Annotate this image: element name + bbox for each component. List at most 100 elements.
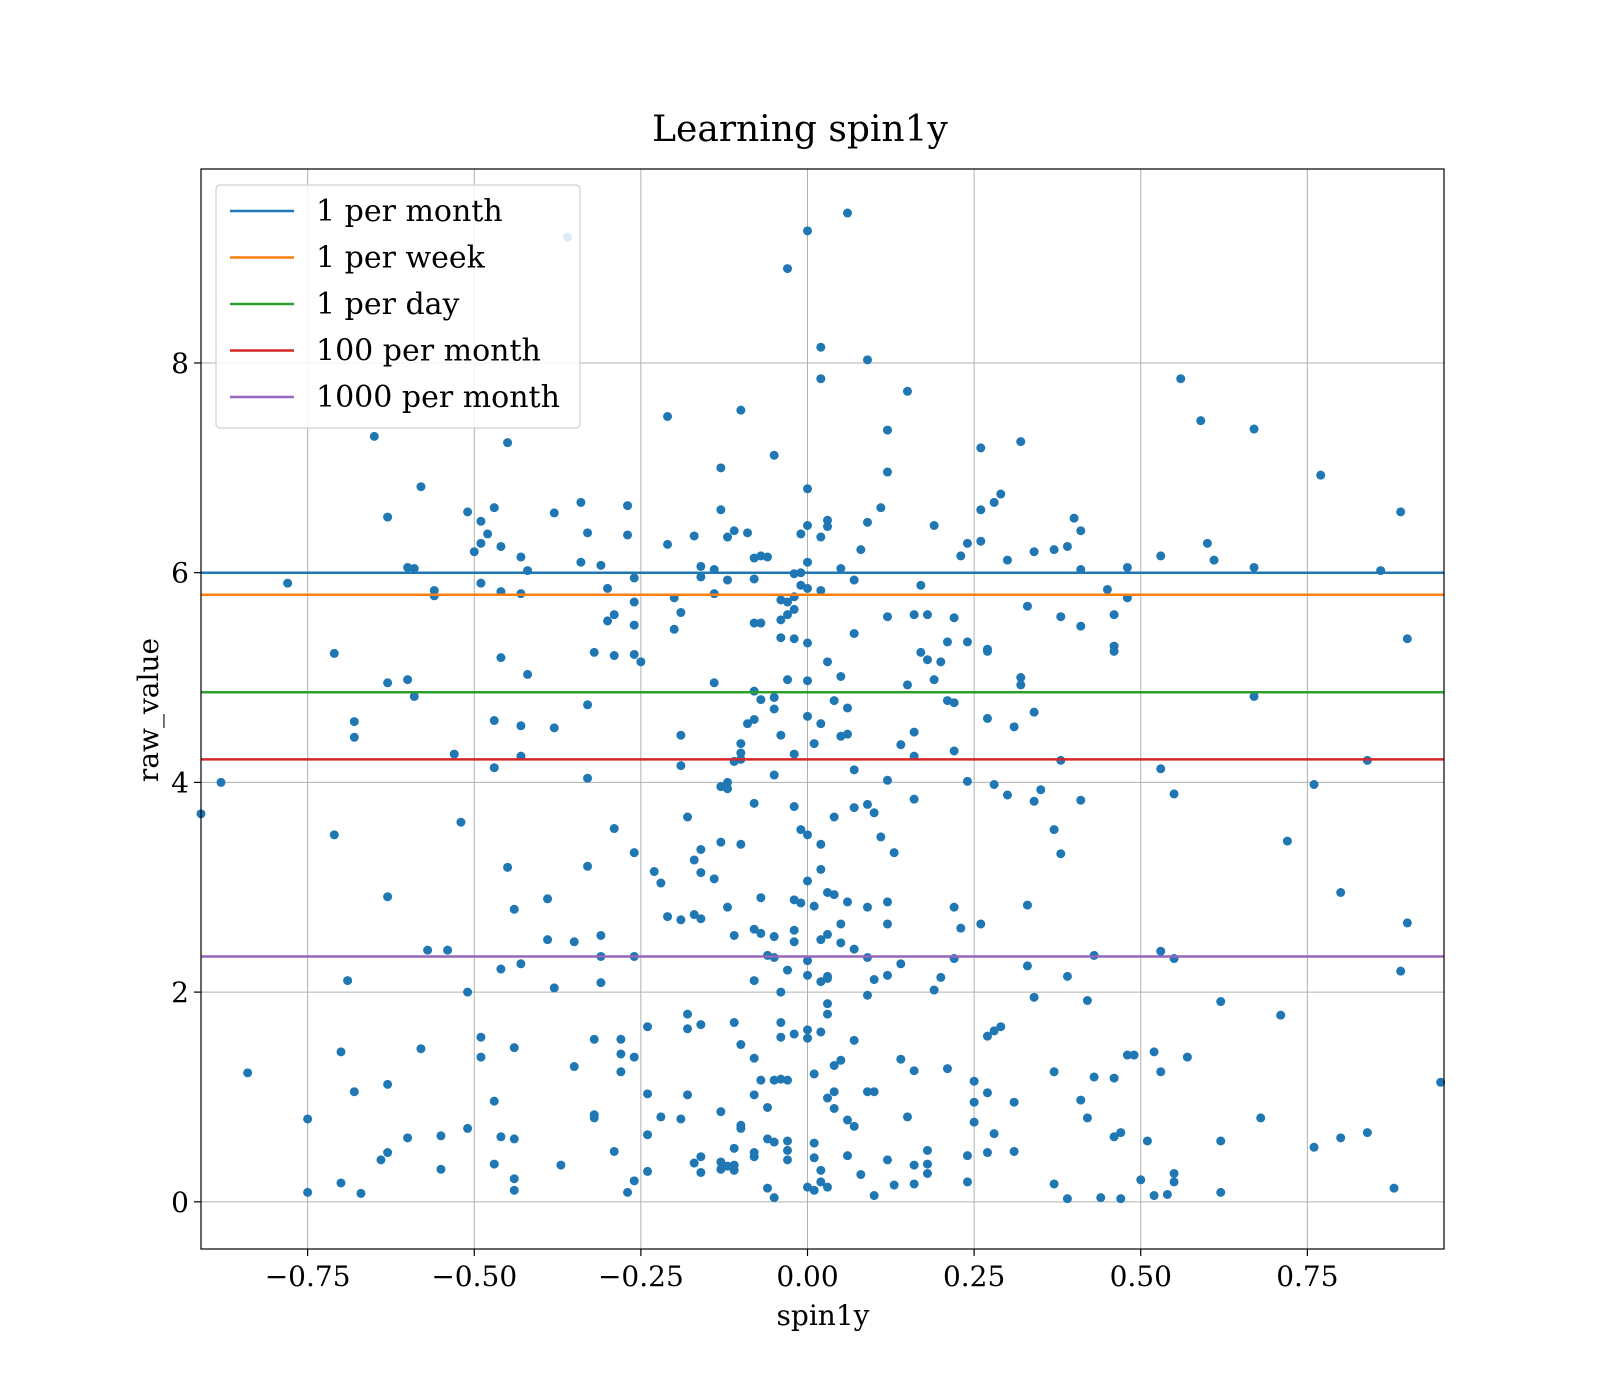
data-point [856, 545, 866, 555]
data-point [756, 893, 766, 903]
data-point [776, 615, 786, 625]
data-point [996, 489, 1006, 499]
data-point [882, 775, 892, 785]
data-point [1122, 562, 1132, 572]
data-point [776, 730, 786, 740]
data-point [783, 1136, 793, 1146]
data-point [1436, 1077, 1446, 1087]
data-point [1402, 918, 1412, 928]
y-tick-label: 6 [171, 557, 189, 590]
legend-entry-label: 1 per week [316, 241, 486, 276]
data-point [783, 264, 793, 274]
data-point [909, 727, 919, 737]
data-point [749, 1152, 759, 1162]
data-point [882, 897, 892, 907]
data-point [1316, 470, 1326, 480]
data-point [629, 620, 639, 630]
data-point [463, 507, 473, 517]
data-point [596, 560, 606, 570]
data-point [842, 1115, 852, 1125]
data-point [409, 563, 419, 573]
data-point [829, 1087, 839, 1097]
data-point [869, 1087, 879, 1097]
data-point [996, 1022, 1006, 1032]
data-point [829, 812, 839, 822]
data-point [836, 563, 846, 573]
data-point [836, 919, 846, 929]
data-point [896, 959, 906, 969]
reference-lines [201, 571, 1444, 958]
data-point [803, 956, 813, 966]
data-point [902, 386, 912, 396]
data-point [803, 876, 813, 886]
data-point [609, 824, 619, 834]
legend-entry-label: 1 per day [316, 287, 460, 322]
data-point [749, 1053, 759, 1063]
x-tick-label: −0.50 [431, 1260, 517, 1293]
data-point [683, 812, 693, 822]
data-point [749, 618, 759, 628]
data-point [803, 830, 813, 840]
data-point [803, 1033, 813, 1043]
data-point [676, 730, 686, 740]
legend: 1 per month 1 per week 1 per day 100 per mo… [215, 184, 581, 429]
data-point [876, 832, 886, 842]
data-point [569, 1062, 579, 1072]
plot-frame [200, 168, 1445, 1250]
data-point [769, 1193, 779, 1203]
data-point [683, 1090, 693, 1100]
data-point [1249, 562, 1259, 572]
data-point [809, 1069, 819, 1079]
data-point [643, 1166, 653, 1176]
data-point [842, 1151, 852, 1161]
data-point [596, 930, 606, 940]
data-point [663, 539, 673, 549]
data-point [303, 1187, 313, 1197]
data-point [803, 521, 813, 531]
data-point [409, 691, 419, 701]
data-point [729, 1165, 739, 1175]
data-point [829, 1103, 839, 1113]
data-point [989, 1129, 999, 1139]
data-point [803, 711, 813, 721]
data-point [789, 802, 799, 812]
data-point [816, 586, 826, 596]
data-point [1056, 612, 1066, 622]
data-point [383, 512, 393, 522]
data-point [543, 935, 553, 945]
data-point [489, 763, 499, 773]
data-point [643, 1089, 653, 1099]
data-point [609, 610, 619, 620]
data-point [916, 647, 926, 657]
data-point [723, 1161, 733, 1171]
data-point [716, 1107, 726, 1117]
data-point [949, 746, 959, 756]
data-point [856, 1170, 866, 1180]
data-point [862, 355, 872, 365]
data-point [789, 749, 799, 759]
data-point [763, 1183, 773, 1193]
data-point [696, 1152, 706, 1162]
data-point [962, 776, 972, 786]
data-point [1002, 790, 1012, 800]
data-point [629, 848, 639, 858]
data-point [1402, 634, 1412, 644]
data-point [783, 1075, 793, 1085]
data-point [1122, 1050, 1132, 1060]
data-point [509, 1043, 519, 1053]
data-point [1076, 1095, 1086, 1105]
data-point [1022, 601, 1032, 611]
data-point [842, 703, 852, 713]
data-point [716, 1157, 726, 1167]
data-point [789, 634, 799, 644]
chart-title: Learning spin1y [652, 109, 948, 150]
data-point [896, 1054, 906, 1064]
data-point [849, 765, 859, 775]
data-point [283, 578, 293, 588]
data-point [1396, 966, 1406, 976]
data-point [1176, 374, 1186, 384]
data-point [509, 1185, 519, 1195]
data-point [796, 580, 806, 590]
data-point [1309, 779, 1319, 789]
data-point [763, 552, 773, 562]
